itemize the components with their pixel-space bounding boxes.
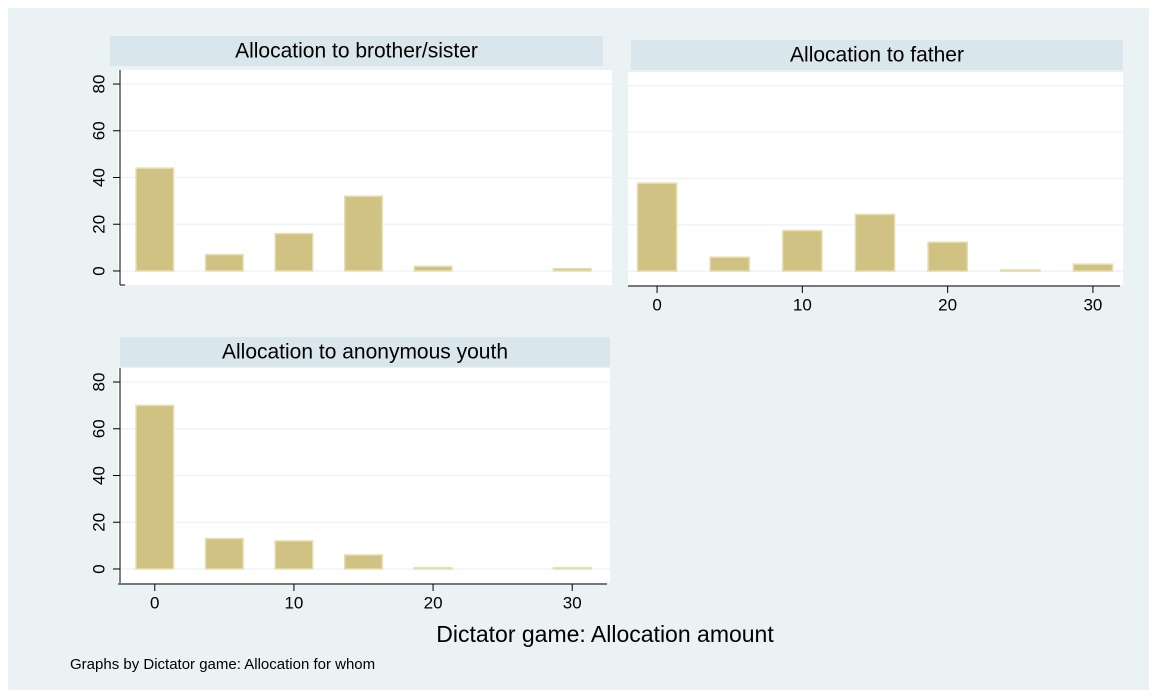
panel-title: Allocation to anonymous youth [222,341,508,364]
bar [854,213,896,272]
bar [552,267,592,272]
y-tick-label: 60 [89,419,108,438]
x-tick-label: 20 [424,593,443,612]
bar [999,269,1041,272]
bar [135,167,175,272]
panel-title: Allocation to father [790,44,964,67]
bar [343,554,384,570]
x-tick-label: 30 [1083,295,1102,314]
x-tick-label: 0 [150,593,159,612]
x-tick-label: 10 [284,593,303,612]
bar [413,265,453,272]
bar [927,241,969,272]
title-bar [120,337,610,367]
bar [204,253,244,272]
panel-title: Allocation to brother/sister [235,40,478,63]
bar [135,404,175,570]
bar [204,537,244,570]
bar [274,232,314,272]
x-tick-label: 0 [652,295,661,314]
title-bar [631,40,1123,70]
bar [552,567,592,570]
bar [274,540,314,570]
y-tick-label: 40 [89,168,108,187]
x-tick-label: 10 [793,295,812,314]
x-axis-title: Dictator game: Allocation amount [436,621,774,647]
bar [1072,263,1114,272]
bar [413,567,453,570]
y-tick-label: 20 [89,513,108,532]
title-bar [110,36,603,66]
y-tick-label: 40 [89,466,108,485]
x-tick-label: 20 [938,295,957,314]
y-tick-label: 0 [89,266,108,275]
y-tick-label: 80 [89,373,108,392]
y-tick-label: 80 [89,75,108,94]
x-tick-label: 30 [563,593,582,612]
y-tick-label: 20 [89,215,108,234]
y-tick-label: 0 [89,564,108,573]
bar [636,182,678,272]
bar [781,229,823,272]
y-tick-label: 60 [89,121,108,140]
bar [709,256,751,272]
bar [343,195,384,272]
note: Graphs by Dictator game: Allocation for … [70,656,375,673]
